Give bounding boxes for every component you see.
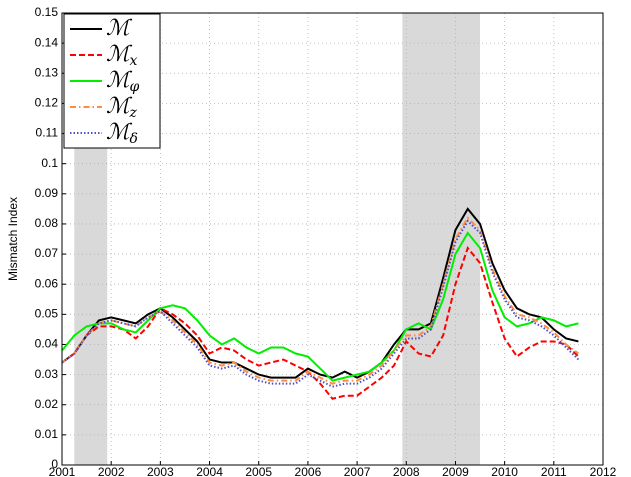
y-tick-label: 0.1 [41,156,58,170]
y-tick-label: 0.04 [35,337,59,351]
y-tick-label: 0.15 [35,5,59,19]
y-tick-label: 0.13 [35,65,59,79]
x-tick-label: 2004 [196,465,223,477]
x-tick-label: 2010 [491,465,518,477]
y-tick-label: 0 [51,457,58,471]
y-tick-label: 0.12 [35,96,59,110]
y-tick-label: 0.02 [35,397,59,411]
x-tick-label: 2008 [393,465,420,477]
y-tick-label: 0.05 [35,307,59,321]
shaded-region [402,13,481,465]
x-tick-label: 2003 [147,465,174,477]
y-tick-label: 0.14 [35,35,59,49]
series-line [61,246,580,400]
y-tick-label: 0.01 [35,427,59,441]
y-axis-label: Mismatch Index [6,197,20,281]
series-line [61,231,579,382]
legend-label: ℳ [106,16,133,41]
x-tick-label: 2007 [344,465,371,477]
legend-label: ℳδ [106,120,138,147]
x-tick-label: 2002 [98,465,125,477]
x-tick-label: 2009 [442,465,469,477]
x-tick-label: 2006 [295,465,322,477]
y-tick-label: 0.06 [35,276,59,290]
x-tick-label: 2011 [541,465,567,477]
x-tick-label: 2005 [245,465,272,477]
plot-frame [61,12,604,466]
series-line [61,216,580,385]
x-tick-label: 2012 [590,465,617,477]
y-tick-label: 0.09 [35,186,59,200]
legend-label: ℳx [106,42,138,69]
y-tick-label: 0.08 [35,216,59,230]
y-tick-label: 0.03 [35,367,59,381]
y-tick-label: 0.07 [35,246,59,260]
x-tick-label: 2001 [49,465,76,477]
series-line [61,207,579,379]
legend-label: ℳz [106,94,138,121]
series-line [61,219,580,388]
legend-label: ℳφ [106,68,140,95]
y-tick-label: 0.11 [36,126,59,140]
